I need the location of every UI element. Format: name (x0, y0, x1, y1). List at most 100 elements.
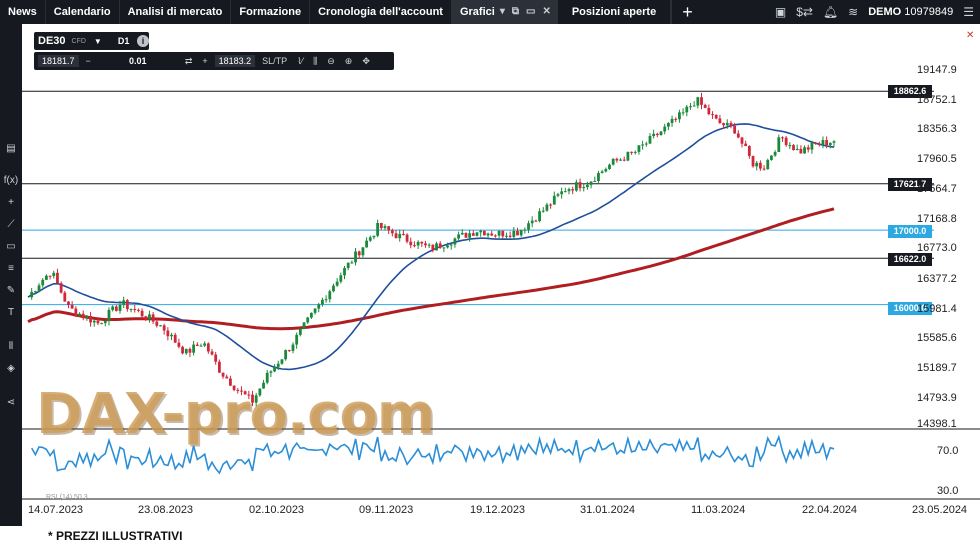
tab-dropdown-icon[interactable]: ▾ (499, 6, 505, 17)
instrument-header: DE30 CFD ▼ D1 ▼ (34, 32, 150, 50)
quantity-input[interactable]: 0.01 (129, 56, 147, 66)
candle-body (159, 325, 162, 327)
indicator-fx-icon[interactable]: f(x) (3, 175, 19, 186)
date-tick: 31.01.2024 (580, 504, 636, 516)
level-tag[interactable]: 17000.0 (888, 225, 932, 238)
candle-body (523, 229, 527, 231)
candle-body (265, 372, 269, 383)
buy-price-button[interactable]: 18183.2 (214, 55, 256, 67)
candle-body (637, 145, 641, 152)
tab-news[interactable]: News (0, 0, 46, 24)
candle-body (166, 330, 170, 337)
candle-body (622, 159, 626, 161)
level-tag[interactable]: 16622.0 (888, 253, 932, 266)
zoom-in-icon[interactable]: ⊕ (344, 55, 353, 66)
candle-body (560, 191, 564, 195)
level-tag[interactable]: 18862.6 (888, 85, 932, 98)
tab-grafici[interactable]: Grafici ▾ ⧉ ▭ ✕ (451, 0, 558, 24)
date-tick: 23.05.2024 (912, 504, 968, 516)
tab-posizioni-aperte[interactable]: Posizioni aperte (558, 0, 672, 24)
ruler-icon[interactable]: ⫴ (8, 341, 14, 352)
watermark-text: DAX-pro.com (36, 382, 435, 447)
tab-formazione[interactable]: Formazione (231, 0, 311, 24)
share-icon[interactable]: ⋖ (6, 397, 16, 408)
bell-icon[interactable]: 🔔︎ (822, 5, 839, 19)
wifi-icon: ≋ (848, 5, 859, 19)
price-tick: 14793.9 (917, 392, 957, 404)
candle-body (567, 189, 571, 192)
level-tag[interactable]: 17621.7 (888, 178, 932, 191)
increase-qty-icon[interactable]: + (202, 56, 208, 66)
candle-body (379, 222, 383, 229)
layers-icon[interactable]: ◈ (7, 363, 15, 374)
candle-body (615, 158, 619, 161)
text-tool-icon[interactable]: T (7, 307, 15, 318)
candle-body (155, 321, 159, 326)
tab-window-icon[interactable]: ▭ (526, 6, 536, 17)
price-tick: 15981.4 (917, 303, 957, 315)
candle-body (482, 230, 486, 236)
window-icon[interactable]: ▣ (774, 5, 787, 19)
candle-body (383, 226, 387, 229)
tab-detach-icon[interactable]: ⧉ (511, 6, 519, 17)
menu-icon[interactable]: ☰ (963, 5, 974, 19)
tab-calendario[interactable]: Calendario (46, 0, 120, 24)
sltp-button[interactable]: SL/TP (262, 56, 288, 66)
candle-body (733, 125, 737, 134)
decrease-qty-icon[interactable]: − (85, 56, 91, 66)
currency-icon[interactable]: $⇄ (796, 5, 813, 19)
timeframe-selector[interactable]: D1 (117, 36, 130, 46)
candle-body (258, 388, 262, 396)
crosshair-icon[interactable]: + (8, 197, 14, 208)
trendline-icon[interactable]: ⟋ (7, 219, 15, 230)
candle-body (184, 348, 188, 354)
add-tab-icon[interactable]: + (671, 0, 703, 24)
symbol-dropdown-icon[interactable]: ▼ (93, 36, 102, 46)
candle-body (254, 395, 258, 403)
instrument-symbol[interactable]: DE30 (38, 35, 66, 47)
rectangle-icon[interactable]: ▭ (6, 241, 16, 252)
info-icon[interactable]: i (137, 35, 149, 47)
tab-close-icon[interactable]: ✕ (542, 6, 551, 17)
rsi-indicator-label: RSI (14) 50.3 (46, 494, 88, 501)
candle-body (45, 275, 48, 280)
level-tag[interactable]: 16000.0 (888, 302, 932, 315)
line-chart-icon[interactable]: ⌇⁄ (297, 55, 304, 66)
candle-body (703, 104, 707, 108)
candle-body (803, 147, 806, 154)
candle-body (497, 230, 501, 236)
candle-body (229, 378, 232, 386)
candle-body (633, 151, 637, 153)
candle-body (556, 194, 560, 196)
candle-body (321, 299, 324, 305)
candle-body (148, 314, 151, 320)
instrument-widget: DE30 CFD ▼ D1 ▼ i 18181.7 − 0.01 ⇄ + 181… (34, 32, 394, 70)
candle-body (306, 317, 310, 323)
candle-body (125, 300, 129, 310)
tab-grafici-label: Grafici (459, 6, 495, 18)
sell-price-button[interactable]: 18181.7 (38, 55, 79, 67)
pencil-icon[interactable]: ✎ (6, 285, 16, 296)
candle-body (33, 291, 37, 293)
chart-canvas[interactable] (22, 24, 980, 526)
candle-body (427, 244, 431, 246)
account-indicator[interactable]: DEMO 10979849 (868, 6, 953, 18)
candle-body (354, 251, 357, 263)
swap-icon[interactable]: ⇄ (184, 55, 193, 66)
zoom-out-icon[interactable]: ⊖ (327, 55, 335, 66)
candle-body (604, 169, 608, 172)
chart-close-icon[interactable]: ✕ (966, 30, 975, 41)
tab-cronologia-account[interactable]: Cronologia dell'account (310, 0, 452, 24)
ma-slow-line (27, 207, 835, 331)
account-number: 10979849 (904, 6, 954, 18)
chart-type-icon[interactable]: ▤ (6, 143, 16, 154)
fibonacci-icon[interactable]: ≡ (8, 263, 14, 274)
tab-analisi-di-mercato[interactable]: Analisi di mercato (120, 0, 232, 24)
rsi-tick: 30.0 (937, 485, 959, 497)
candle-body (799, 148, 803, 154)
candle-body (372, 235, 376, 238)
price-chart[interactable] (22, 24, 980, 526)
indicators-icon[interactable]: ⫼ (313, 55, 318, 66)
move-icon[interactable]: ✥ (362, 55, 370, 66)
